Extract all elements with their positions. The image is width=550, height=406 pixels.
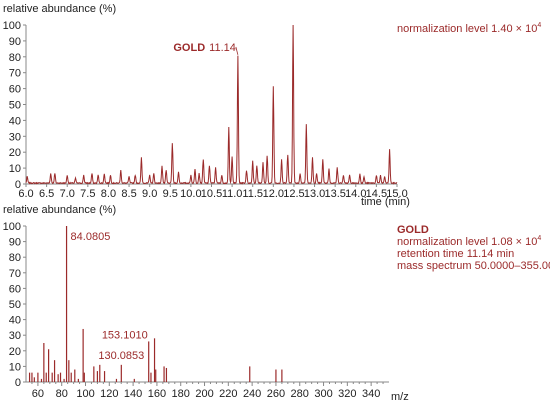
annotation-compound: GOLD <box>173 42 205 54</box>
y-tick-label: 20 <box>9 346 21 358</box>
x-tick-label: 9.5 <box>163 188 178 200</box>
x-tick-label: 60 <box>32 388 44 400</box>
y-tick-label: 30 <box>9 131 21 143</box>
x-tick-label: 10.5 <box>201 188 222 200</box>
chromatogram-panel: relative abundance (%) 0 10 20 30 40 50 60 70 80… <box>3 3 542 208</box>
x-tick-label: 13.0 <box>304 188 325 200</box>
y-tick-label: 60 <box>9 283 21 295</box>
y-tick-label: 10 <box>9 361 21 373</box>
chromatogram-x-ticks: 6.0 6.5 7.0 7.5 8.0 8.5 9.0 9.5 10.0 10.5 11.0 11.5… <box>18 184 408 200</box>
chromatogram-norm-text: normalization level 1.40 × 10 <box>397 23 537 35</box>
x-tick-label: 120 <box>100 388 118 400</box>
y-tick-label: 90 <box>9 36 21 48</box>
spectrum-xlabel: m/z <box>391 391 409 403</box>
y-tick-label: 50 <box>9 299 21 311</box>
spectrum-mass-range: mass spectrum 50.0000–355.0000 <box>397 260 550 272</box>
spectrum-retention-time: retention time 11.14 min <box>397 248 514 260</box>
x-tick-label: 340 <box>362 388 380 400</box>
chromatogram-xlabel: time (min) <box>361 196 410 208</box>
spectrum-compound-name: GOLD <box>397 224 429 236</box>
x-tick-label: 140 <box>124 388 142 400</box>
x-tick-label: 300 <box>314 388 332 400</box>
x-tick-label: 220 <box>219 388 237 400</box>
y-tick-label: 70 <box>9 68 21 80</box>
y-tick-label: 0 <box>15 179 21 191</box>
x-tick-label: 14.0 <box>345 188 366 200</box>
y-tick-label: 60 <box>9 84 21 96</box>
y-tick-label: 10 <box>9 163 21 175</box>
y-tick-label: 40 <box>9 115 21 127</box>
x-tick-label: 160 <box>148 388 166 400</box>
y-tick-label: 0 <box>15 377 21 389</box>
spectrum-x-ticks: 60 80 100 120 140 160 180 200 220 240 260 280 300 320… <box>31 382 384 400</box>
y-tick-label: 100 <box>3 221 21 233</box>
x-tick-label: 320 <box>338 388 356 400</box>
x-tick-label: 80 <box>56 388 68 400</box>
y-tick-label: 90 <box>9 237 21 249</box>
spectrum-norm-text: normalization level 1.08 × 10 <box>397 236 537 248</box>
x-tick-label: 8.0 <box>101 188 116 200</box>
x-tick-label: 10.0 <box>180 188 201 200</box>
x-tick-label: 280 <box>291 388 309 400</box>
chromatogram-ylabel: relative abundance (%) <box>3 3 116 15</box>
peak-label: 153.1010 <box>102 329 148 341</box>
peak-label: 130.0853 <box>98 350 144 362</box>
y-tick-label: 80 <box>9 252 21 264</box>
x-tick-label: 15.0 <box>386 188 407 200</box>
x-tick-label: 11.0 <box>222 188 243 200</box>
spectrum-bars <box>28 226 283 382</box>
chromatogram-y-ticks: 0 10 20 30 40 50 60 70 80 90 100 <box>3 20 26 191</box>
y-tick-label: 80 <box>9 52 21 64</box>
x-tick-label: 200 <box>195 388 213 400</box>
y-tick-label: 100 <box>3 20 21 32</box>
x-tick-label: 8.5 <box>121 188 136 200</box>
spectrum-y-ticks: 0 10 20 30 40 50 60 70 80 90 100 <box>3 221 26 389</box>
x-tick-label: 180 <box>172 388 190 400</box>
spectrum-panel: relative abundance (%) 0 10 20 30 40 50 60 70 80… <box>3 204 550 403</box>
y-tick-label: 70 <box>9 268 21 280</box>
spectrum-norm-exp: 4 <box>537 235 541 242</box>
x-tick-label: 11.5 <box>242 188 263 200</box>
x-tick-label: 12.5 <box>283 188 304 200</box>
y-tick-label: 20 <box>9 147 21 159</box>
y-tick-label: 40 <box>9 315 21 327</box>
x-tick-label: 240 <box>243 388 261 400</box>
chromatogram-peak-annotation: GOLD 11.14 <box>173 42 239 55</box>
y-tick-label: 30 <box>9 330 21 342</box>
spectrum-norm-label: normalization level 1.08 × 104 <box>397 235 541 248</box>
x-tick-label: 9.0 <box>142 188 157 200</box>
chromatogram-trace <box>25 24 398 185</box>
spectrum-info-block: GOLD normalization level 1.08 × 104 rete… <box>397 224 550 272</box>
x-tick-label: 6.5 <box>39 188 54 200</box>
annotation-leader-line <box>235 46 239 55</box>
x-tick-label: 6.0 <box>18 188 33 200</box>
spectrum-ylabel: relative abundance (%) <box>3 204 116 216</box>
peak-label: 84.0805 <box>71 231 111 243</box>
chromatogram-norm-exp: 4 <box>537 22 541 29</box>
chromatogram-norm-label: normalization level 1.40 × 104 <box>397 22 541 35</box>
x-tick-label: 100 <box>76 388 94 400</box>
x-tick-label: 14.5 <box>366 188 387 200</box>
x-tick-label: 260 <box>267 388 285 400</box>
y-tick-label: 50 <box>9 100 21 112</box>
x-tick-label: 12.0 <box>263 188 284 200</box>
chromatogram-annotation-text: GOLD 11.14 <box>173 42 235 54</box>
x-tick-label: 13.5 <box>324 188 345 200</box>
x-tick-label: 7.0 <box>60 188 75 200</box>
x-tick-label: 7.5 <box>80 188 95 200</box>
annotation-time: 11.14 <box>209 42 236 54</box>
spectrum-peak-labels: 84.0805 153.1010 130.0853 <box>71 231 148 362</box>
